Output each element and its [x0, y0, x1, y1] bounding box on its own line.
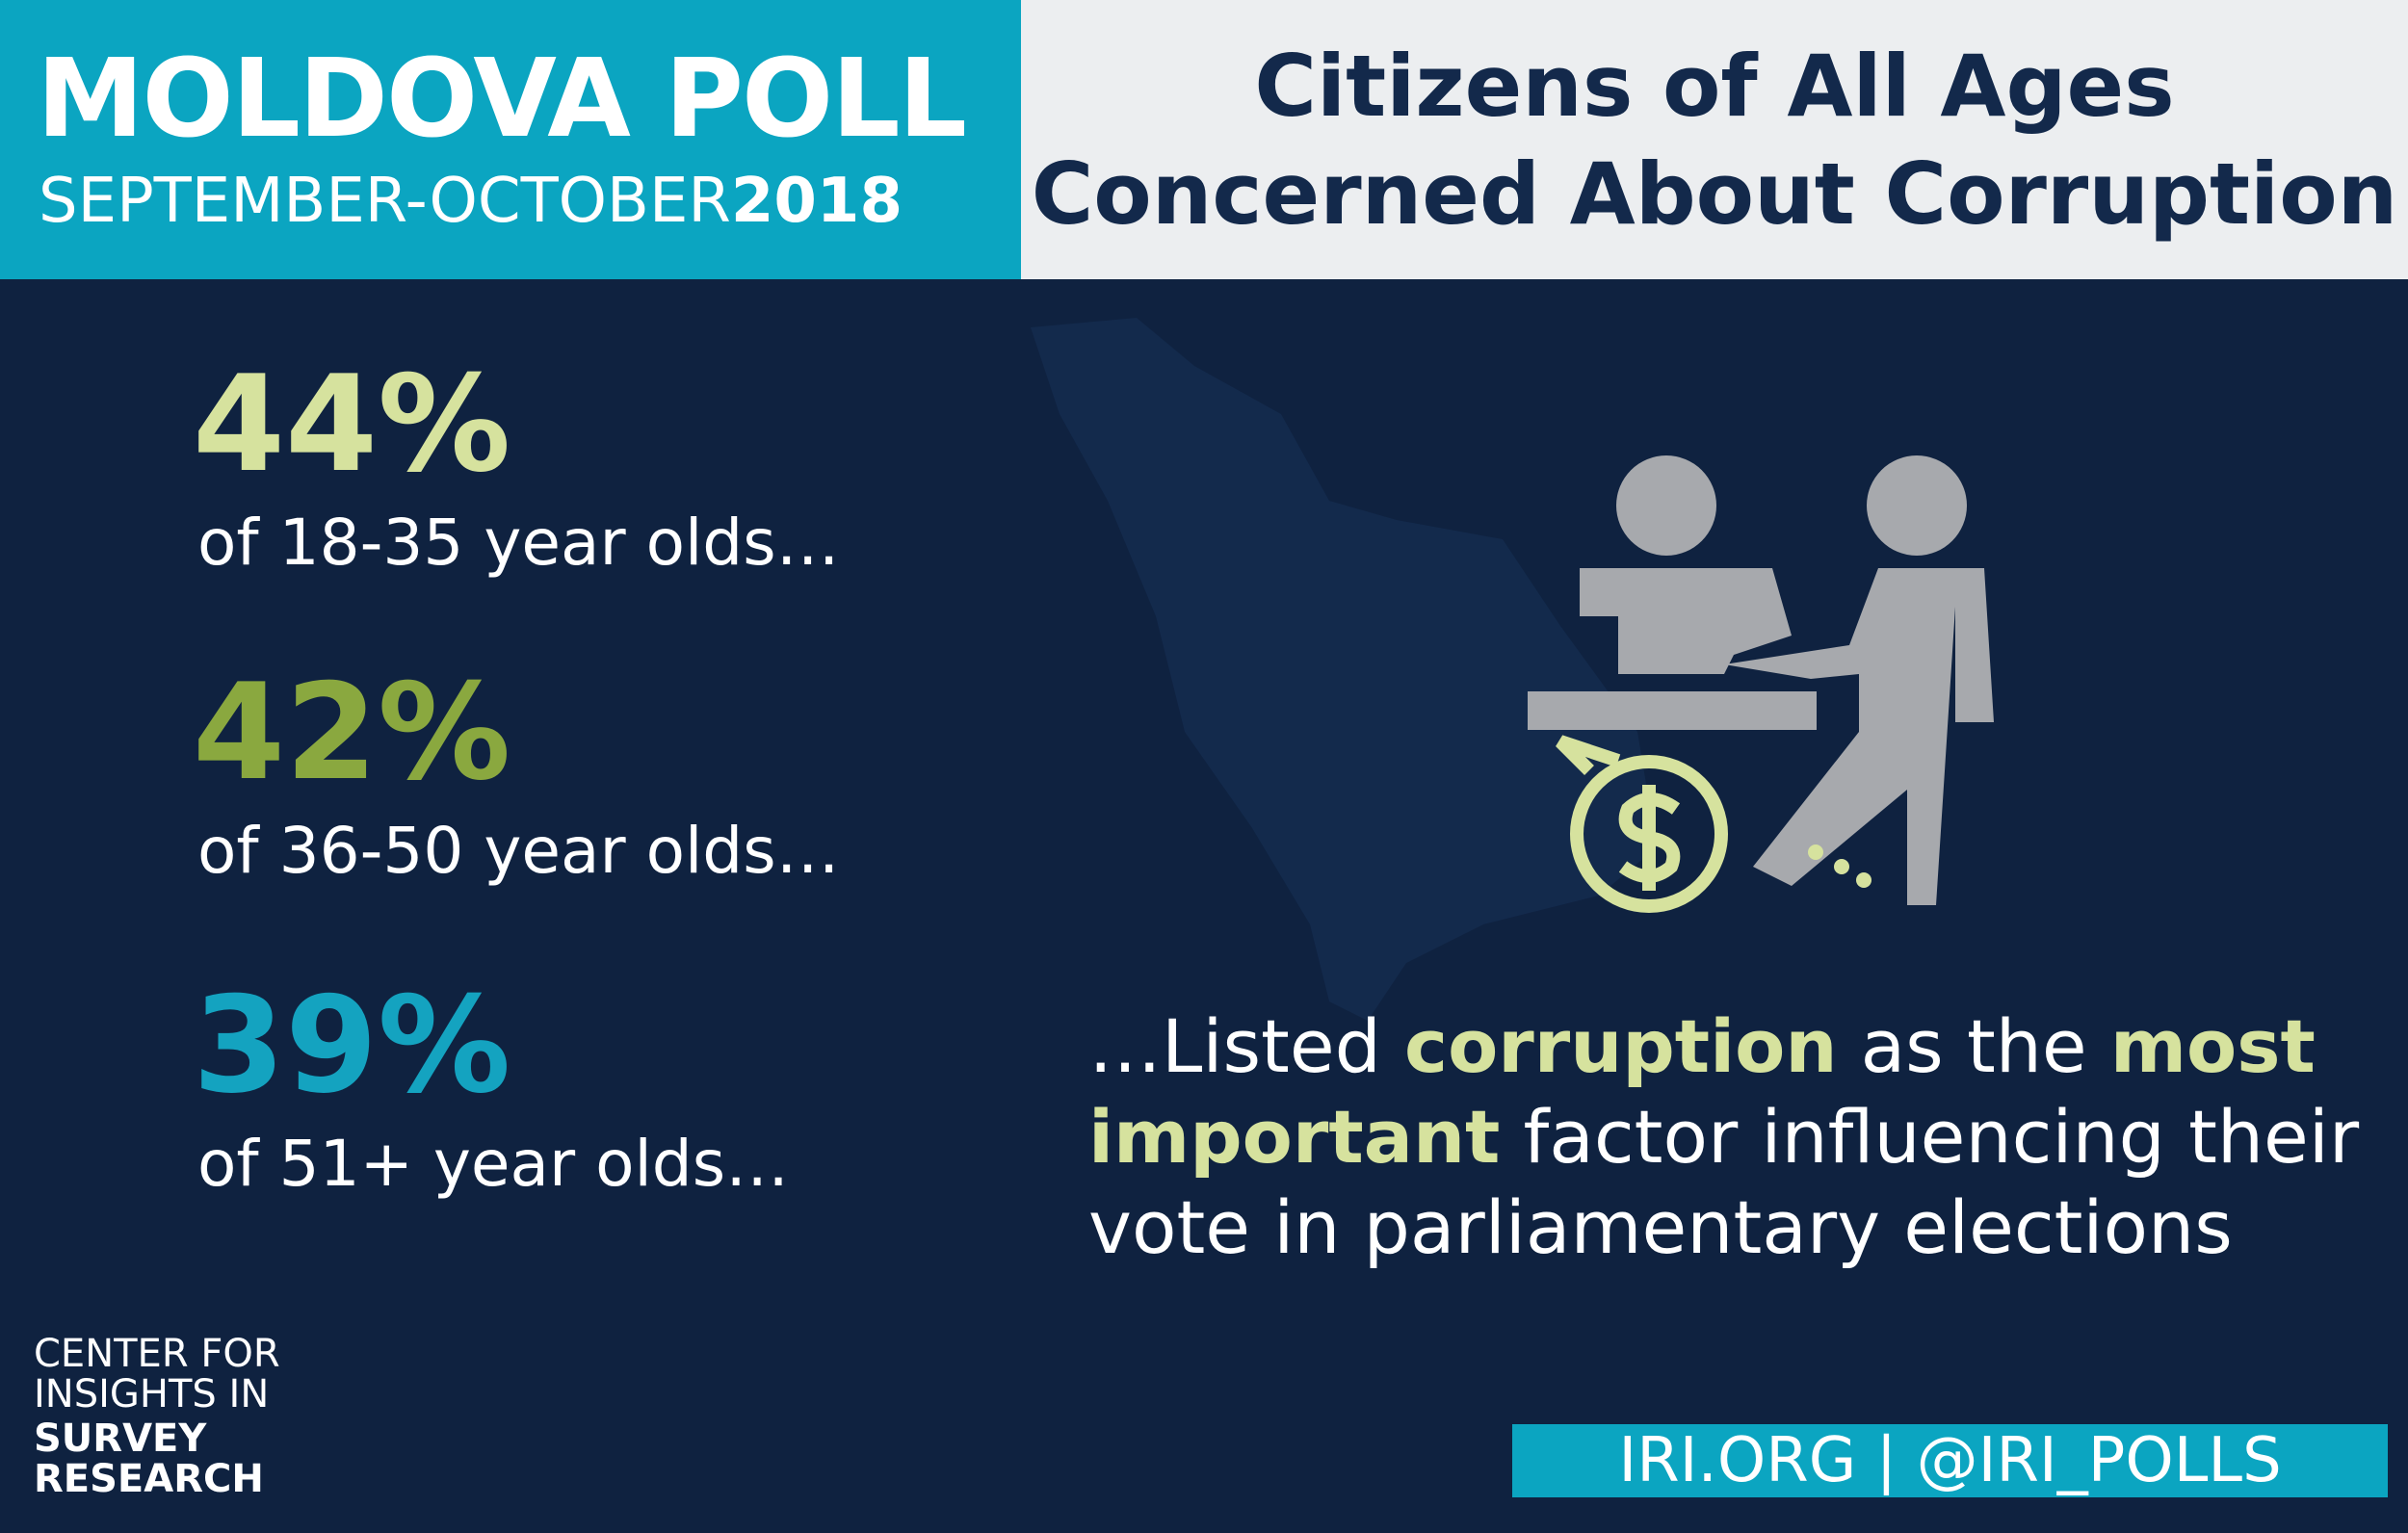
statement-emphasis: most important [1088, 1003, 2316, 1180]
stat-label: of 18-35 year olds… [197, 506, 840, 580]
statement-text: …Listed [1088, 1003, 1405, 1089]
footer: IRI.ORG | @IRI_POLLS [1512, 1424, 2388, 1497]
title-line: Concerned About Corruption [1031, 144, 2398, 244]
statement-text: as the [1837, 1003, 2110, 1089]
logo-line: CENTER FOR [34, 1332, 280, 1376]
title-line: Citizens of All Ages [1254, 37, 2175, 136]
logo-line: RESEARCH [34, 1457, 264, 1501]
stat-value: 42% [193, 655, 511, 810]
dots [1808, 844, 1871, 888]
handshake-icon [1528, 455, 1994, 905]
stat-value: 44% [193, 347, 511, 502]
header-brand: MOLDOVA POLL SEPTEMBER-OCTOBER2018 [0, 0, 1021, 279]
map-shape [1031, 318, 1657, 1021]
period-months: SEPTEMBER-OCTOBER [39, 166, 731, 237]
statement-text: factor influencing their vote in parliam… [1088, 1094, 2360, 1270]
brand: MOLDOVA POLL [37, 37, 967, 162]
period: SEPTEMBER-OCTOBER2018 [39, 166, 903, 237]
stat-value: 39% [193, 968, 511, 1123]
period-year: 2018 [730, 166, 903, 237]
statement-emphasis: corruption [1404, 1003, 1838, 1089]
header-title: Citizens of All Ages Concerned About Corr… [1021, 0, 2408, 279]
stat-label: of 51+ year olds… [197, 1127, 790, 1201]
statement: …Listed corruption as the most important… [1088, 1001, 2360, 1273]
money-bag-icon [1556, 735, 1728, 913]
stat-label: of 36-50 year olds… [197, 814, 840, 888]
logo-line: SURVEY [34, 1416, 207, 1461]
logo-line: INSIGHTS IN [34, 1372, 270, 1416]
